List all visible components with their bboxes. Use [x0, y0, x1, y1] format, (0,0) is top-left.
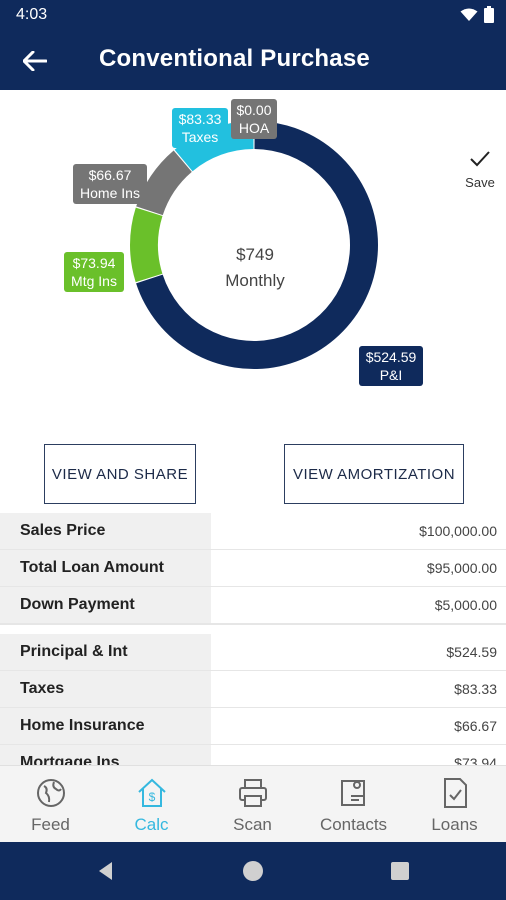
callout-mtg-ins-label: Mtg Ins	[71, 273, 117, 289]
callout-mtg-ins: $73.94 Mtg Ins	[64, 252, 124, 292]
house-dollar-icon: $	[138, 778, 166, 807]
back-button[interactable]	[18, 44, 52, 78]
callout-pi: $524.59 P&I	[359, 346, 423, 386]
contacts-icon	[341, 780, 365, 806]
row-value: $524.59	[446, 644, 497, 660]
nav-back-icon[interactable]	[94, 859, 118, 883]
page-title: Conventional Purchase	[99, 45, 370, 72]
nav-recents-icon[interactable]	[388, 859, 412, 883]
callout-home-ins: $66.67 Home Ins	[73, 164, 147, 204]
row-value: $83.33	[454, 681, 497, 697]
row-label: Sales Price	[0, 513, 211, 549]
battery-icon	[484, 6, 494, 23]
section-divider	[0, 624, 506, 634]
app-bar: Conventional Purchase	[0, 30, 506, 90]
row-label: Home Insurance	[0, 708, 211, 744]
tab-label: Feed	[31, 815, 70, 834]
tab-label: Calc	[134, 815, 169, 834]
save-label: Save	[465, 175, 495, 190]
callout-hoa-amount: $0.00	[236, 102, 272, 118]
callout-hoa-label: HOA	[238, 120, 270, 136]
row-value: $95,000.00	[426, 560, 497, 576]
save-button[interactable]: Save	[458, 150, 502, 190]
table-row: Taxes $83.33	[0, 671, 506, 708]
checkmark-icon	[470, 151, 490, 167]
callout-hoa: $0.00 HOA	[231, 99, 277, 139]
donut-slice-mtg-ins	[130, 207, 163, 283]
callout-mtg-ins-amount: $73.94	[72, 255, 116, 271]
tab-calc[interactable]: $ Calc	[101, 766, 202, 843]
callout-pi-label: P&I	[379, 367, 403, 383]
callout-home-ins-amount: $66.67	[88, 167, 132, 183]
document-check-icon	[444, 778, 467, 808]
row-label: Total Loan Amount	[0, 550, 211, 586]
payment-chart: $749 Monthly $83.33 Taxes $0.00 HOA $66.…	[0, 90, 506, 430]
view-and-share-button[interactable]: VIEW AND SHARE	[44, 444, 196, 504]
wifi-icon	[460, 8, 478, 21]
table-row: Principal & Int $524.59	[0, 634, 506, 671]
tab-contacts[interactable]: Contacts	[303, 766, 404, 843]
row-label: Taxes	[0, 671, 211, 707]
tab-label: Scan	[233, 815, 272, 834]
callout-pi-amount: $524.59	[365, 349, 417, 365]
nav-home-icon[interactable]	[241, 859, 265, 883]
callout-taxes-amount: $83.33	[178, 111, 222, 127]
callout-taxes-label: Taxes	[181, 129, 219, 145]
row-value: $66.67	[454, 718, 497, 734]
row-value: $5,000.00	[434, 597, 497, 613]
tab-loans[interactable]: Loans	[404, 766, 505, 843]
row-label: Down Payment	[0, 587, 211, 623]
globe-icon	[37, 779, 65, 807]
printer-icon	[239, 779, 267, 807]
callout-home-ins-label: Home Ins	[80, 185, 140, 201]
table-row: Down Payment $5,000.00	[0, 587, 506, 624]
table-row: Total Loan Amount $95,000.00	[0, 550, 506, 587]
tab-label: Loans	[431, 815, 478, 834]
arrow-left-icon	[23, 51, 47, 71]
status-icons	[460, 6, 494, 23]
donut-slice-home-ins	[136, 150, 192, 216]
view-amortization-button[interactable]: VIEW AMORTIZATION	[284, 444, 464, 504]
system-nav-bar	[0, 842, 506, 900]
callout-taxes: $83.33 Taxes	[172, 108, 228, 148]
status-time: 4:03	[16, 6, 48, 23]
tab-scan[interactable]: Scan	[202, 766, 303, 843]
row-label: Principal & Int	[0, 634, 211, 670]
status-bar: 4:03	[0, 0, 506, 30]
table-row: Home Insurance $66.67	[0, 708, 506, 745]
monthly-label: Monthly	[225, 271, 285, 290]
bottom-tab-bar: Feed $ Calc Scan Contacts Loans	[0, 765, 506, 842]
table-row: Sales Price $100,000.00	[0, 513, 506, 550]
tab-feed[interactable]: Feed	[0, 766, 101, 843]
svg-text:$: $	[149, 790, 156, 804]
tab-label: Contacts	[319, 815, 388, 834]
row-value: $100,000.00	[419, 523, 497, 539]
monthly-amount: $749	[236, 245, 274, 264]
